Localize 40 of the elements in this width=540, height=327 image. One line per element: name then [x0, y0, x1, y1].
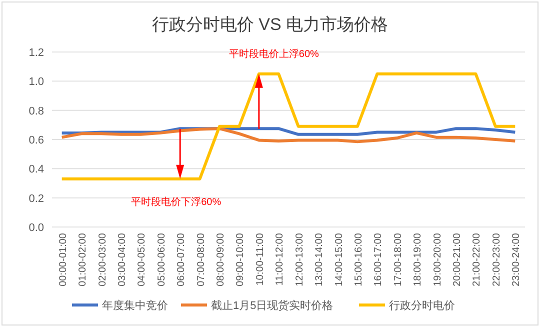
xtick: 22:00-23:00 — [491, 233, 502, 286]
xtick: 12:00-13:00 — [294, 233, 306, 286]
ytick: 0.0 — [28, 222, 44, 234]
xtick: 20:00-21:00 — [452, 233, 464, 286]
ytick: 0.4 — [28, 164, 44, 176]
xtick: 15:00-16:00 — [353, 233, 364, 286]
xtick: 00:00-01:00 — [58, 233, 69, 286]
ytick: 0.6 — [28, 134, 44, 146]
xtick: 04:00-05:00 — [136, 233, 148, 286]
legend-item: 年度集中竞价 — [72, 300, 168, 312]
legend-label: 截止1月5日现货实时价格 — [211, 299, 334, 312]
ytick: 1.0 — [28, 76, 44, 88]
xtick: 07:00-08:00 — [196, 233, 207, 286]
xtick: 09:00-10:00 — [235, 233, 246, 286]
xtick: 10:00-11:00 — [254, 233, 266, 286]
xtick: 14:00-15:00 — [334, 233, 345, 286]
xtick: 05:00-06:00 — [156, 233, 168, 286]
xtick: 02:00-03:00 — [97, 233, 108, 286]
xtick: 17:00-18:00 — [392, 233, 404, 286]
annotation: 平时段电价下浮60% — [131, 196, 222, 208]
xtick: 03:00-04:00 — [116, 233, 128, 286]
xtick: 08:00-09:00 — [216, 233, 227, 286]
ytick: 1.2 — [28, 47, 44, 59]
legend-item: 行政分时电价 — [359, 300, 455, 312]
ytick: 0.2 — [28, 192, 44, 205]
title: 行政分时电价 VS 电力市场价格 — [152, 15, 388, 34]
xtick: 19:00-20:00 — [432, 233, 444, 286]
xtick: 18:00-19:00 — [412, 233, 424, 286]
xtick: 06:00-07:00 — [176, 233, 188, 286]
xtick: 16:00-17:00 — [373, 233, 384, 286]
xtick: 23:00-24:00 — [511, 233, 522, 286]
annotation: 平时段电价上浮60% — [228, 48, 319, 60]
ytick: 0.8 — [28, 105, 44, 118]
xtick: 21:00-22:00 — [472, 233, 483, 286]
xtick: 13:00-14:00 — [314, 233, 326, 286]
xtick: 11:00-12:00 — [274, 233, 286, 286]
xtick: 01:00-02:00 — [78, 233, 89, 286]
legend-label: 行政分时电价 — [389, 299, 455, 312]
legend-label: 年度集中竞价 — [102, 299, 168, 312]
legend-item: 截止1月5日现货实时价格 — [181, 300, 334, 312]
